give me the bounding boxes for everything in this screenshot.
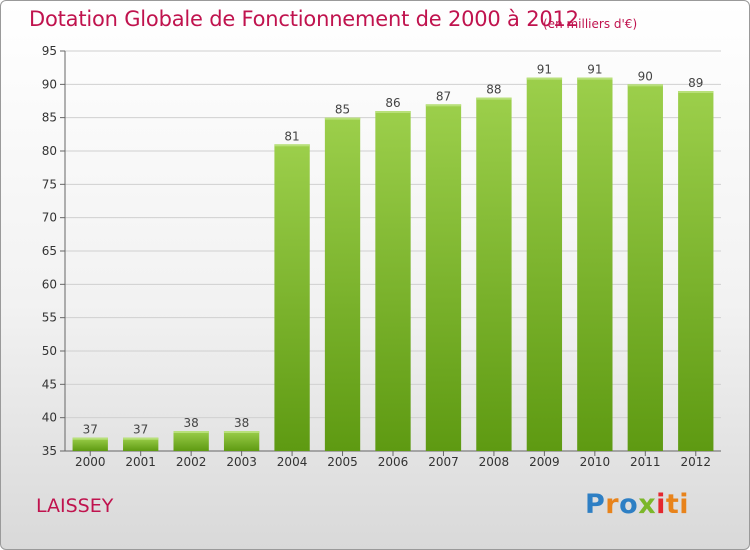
x-tick-label: 2011 xyxy=(630,455,661,469)
data-label: 87 xyxy=(436,89,451,103)
x-tick-label: 2003 xyxy=(226,455,257,469)
x-tick-label: 2007 xyxy=(428,455,459,469)
data-label: 89 xyxy=(688,76,703,90)
commune-name: LAISSEY xyxy=(36,495,114,517)
y-tick-label: 70 xyxy=(42,211,57,225)
data-label: 90 xyxy=(638,69,653,83)
logo-letter: ti xyxy=(665,489,690,520)
x-tick-label: 2006 xyxy=(378,455,409,469)
chart-unit: (en milliers d'€) xyxy=(543,17,638,31)
data-label: 85 xyxy=(335,103,350,117)
data-label: 37 xyxy=(133,423,148,437)
bar xyxy=(223,431,260,451)
data-label: 38 xyxy=(234,416,249,430)
x-tick-label: 2012 xyxy=(680,455,711,469)
bar-highlight xyxy=(627,84,663,87)
logo-letter: i xyxy=(656,489,666,520)
bar-highlight xyxy=(577,77,613,80)
bars xyxy=(72,77,714,452)
bar xyxy=(324,117,361,452)
x-tick-label: 2005 xyxy=(327,455,358,469)
bar xyxy=(173,431,209,451)
y-tick-label: 85 xyxy=(42,111,57,125)
y-tick-label: 65 xyxy=(42,244,57,258)
x-tick-label: 2004 xyxy=(277,455,308,469)
x-tick-label: 2002 xyxy=(176,455,207,469)
y-tick-label: 50 xyxy=(42,344,57,358)
data-label: 38 xyxy=(184,416,199,430)
x-tick-label: 2009 xyxy=(529,455,560,469)
logo-letter: P xyxy=(585,489,606,520)
x-tick-labels: 2000 2001 2002 2003 2004 2005 2006 2007 2008 2009… xyxy=(75,455,711,469)
data-label: 37 xyxy=(83,423,98,437)
y-tick-label: 40 xyxy=(42,411,57,425)
x-tick-label: 2001 xyxy=(125,455,156,469)
x-tick-label: 2010 xyxy=(580,455,611,469)
bar xyxy=(577,77,613,452)
x-tick-label: 2008 xyxy=(479,455,510,469)
bar-highlight xyxy=(425,104,462,107)
bar-highlight xyxy=(375,111,411,113)
x-tick-label: 2000 xyxy=(75,455,106,469)
data-label: 88 xyxy=(486,83,501,97)
bar-highlight xyxy=(274,144,310,147)
bar xyxy=(627,84,663,451)
bar xyxy=(274,144,310,452)
bar xyxy=(375,111,411,451)
y-tick-label: 35 xyxy=(42,444,57,458)
bar-highlight xyxy=(72,437,108,440)
y-tick-label: 80 xyxy=(42,144,57,158)
bar-highlight xyxy=(223,431,260,433)
bar xyxy=(526,77,563,452)
y-tick-label: 60 xyxy=(42,277,57,291)
logo-letter: o xyxy=(619,489,639,520)
y-tick-label: 55 xyxy=(42,311,57,325)
logo-letter: x xyxy=(638,489,657,520)
data-label: 81 xyxy=(284,129,299,143)
bar xyxy=(123,437,159,451)
logo-letter: r xyxy=(605,489,620,520)
bar-highlight xyxy=(173,431,209,433)
bar-highlight xyxy=(476,97,512,100)
bar xyxy=(72,437,108,451)
data-label: 91 xyxy=(537,63,552,77)
value-labels: 37 37 38 38 81 85 86 87 88 91 91 90 89 xyxy=(83,63,704,437)
y-tick-label: 45 xyxy=(42,377,57,391)
bar-highlight xyxy=(324,117,361,120)
y-tick-labels: 35 40 45 50 55 60 65 70 75 80 85 90 95 xyxy=(42,44,57,458)
data-label: 91 xyxy=(587,63,602,77)
y-tick-label: 90 xyxy=(42,77,57,91)
bar xyxy=(476,97,512,452)
bar-highlight xyxy=(526,77,563,80)
y-tick-label: 95 xyxy=(42,44,57,58)
y-tick-label: 75 xyxy=(42,177,57,191)
proxiti-logo: Proxiti xyxy=(585,489,689,520)
bar-highlight xyxy=(123,437,159,440)
bar xyxy=(425,104,462,451)
bar-highlight xyxy=(678,91,714,93)
data-label: 86 xyxy=(385,96,400,110)
chart-title: Dotation Globale de Fonctionnement de 20… xyxy=(29,7,579,31)
bar xyxy=(678,91,714,451)
